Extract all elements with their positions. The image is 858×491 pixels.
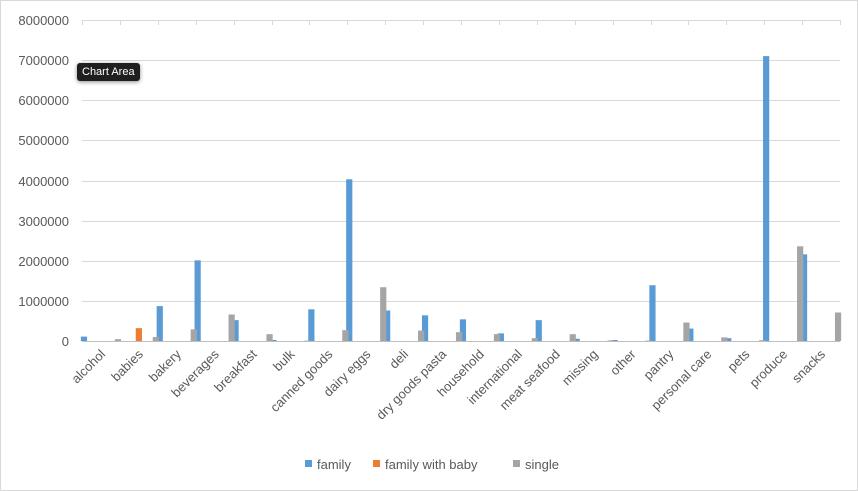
bar-family-meat-seafood[interactable] xyxy=(535,320,542,341)
legend-swatch-single xyxy=(513,460,520,467)
bar-single-produce[interactable] xyxy=(797,246,804,341)
bar-single-alcohol[interactable] xyxy=(114,339,122,341)
chart-area-tooltip: Chart Area xyxy=(77,63,140,81)
bar-family-missing[interactable] xyxy=(573,338,580,341)
bar-family-bulk[interactable] xyxy=(270,340,277,341)
bar-family-household[interactable] xyxy=(459,319,467,341)
bar-single-personal-care[interactable] xyxy=(721,337,728,341)
bar-family-dairy-eggs[interactable] xyxy=(346,179,353,341)
bar-family-alcohol[interactable] xyxy=(80,336,88,341)
bar-single-snacks[interactable] xyxy=(834,312,842,341)
legend-label: family with baby xyxy=(385,457,478,472)
bar-single-other[interactable] xyxy=(645,340,652,342)
bar-family-deli[interactable] xyxy=(384,310,391,342)
y-tick-label: 4000000 xyxy=(18,174,69,189)
bar-family-pets[interactable] xyxy=(725,338,732,341)
bar-single-deli[interactable] xyxy=(418,330,425,341)
bar-family-other[interactable] xyxy=(611,340,618,341)
bar-family-international[interactable] xyxy=(497,333,504,341)
bar-family-pantry[interactable] xyxy=(649,285,656,341)
bar-single-babies[interactable] xyxy=(152,336,159,341)
legend-swatch-family-with-baby xyxy=(373,460,380,467)
bar-single-international[interactable] xyxy=(531,338,538,341)
y-tick-label: 5000000 xyxy=(18,133,69,148)
bar-single-breakfast[interactable] xyxy=(266,334,273,341)
bar-single-canned-goods[interactable] xyxy=(342,330,349,341)
bars xyxy=(80,56,842,342)
bar-family-canned-goods[interactable] xyxy=(308,309,315,341)
bar-family-snacks[interactable] xyxy=(800,254,808,341)
y-axis-ticks: 0 1000000 2000000 3000000 4000000 5000000 6000… xyxy=(18,13,69,349)
bar-single-meat-seafood[interactable] xyxy=(569,334,576,341)
y-tick-label: 8000000 xyxy=(18,13,69,28)
y-tick-label: 1000000 xyxy=(18,294,69,309)
bar-family-beverages[interactable] xyxy=(194,260,201,341)
bar-family-personal-care[interactable] xyxy=(687,328,694,341)
y-tick-label: 6000000 xyxy=(18,93,69,108)
bar-family-bakery[interactable] xyxy=(156,306,163,341)
y-tick-label: 0 xyxy=(62,334,69,349)
bar-single-dry-goods-pasta[interactable] xyxy=(455,332,463,341)
bar-single-household[interactable] xyxy=(493,334,501,341)
bar-family-dry-goods-pasta[interactable] xyxy=(421,315,429,341)
gridlines xyxy=(82,20,841,342)
bar-single-dairy-eggs[interactable] xyxy=(380,287,387,341)
bar-family-breakfast[interactable] xyxy=(232,320,239,341)
legend: family family with baby single xyxy=(305,457,559,472)
legend-label: single xyxy=(525,457,559,472)
bar-single-pantry[interactable] xyxy=(683,322,690,341)
y-tick-label: 2000000 xyxy=(18,254,69,269)
legend-swatch-family xyxy=(305,460,312,467)
bar-single-pets[interactable] xyxy=(759,340,766,341)
y-tick-label: 3000000 xyxy=(18,214,69,229)
bar-single-beverages[interactable] xyxy=(228,314,235,341)
bar-single-missing[interactable] xyxy=(607,340,614,341)
bar-family-produce[interactable] xyxy=(763,56,770,342)
y-tick-label: 7000000 xyxy=(18,53,69,68)
legend-label: family xyxy=(317,457,351,472)
bar-single-bakery[interactable] xyxy=(190,329,197,341)
bar-family-with-baby-babies[interactable] xyxy=(135,328,142,341)
bar-single-bulk[interactable] xyxy=(304,340,311,342)
